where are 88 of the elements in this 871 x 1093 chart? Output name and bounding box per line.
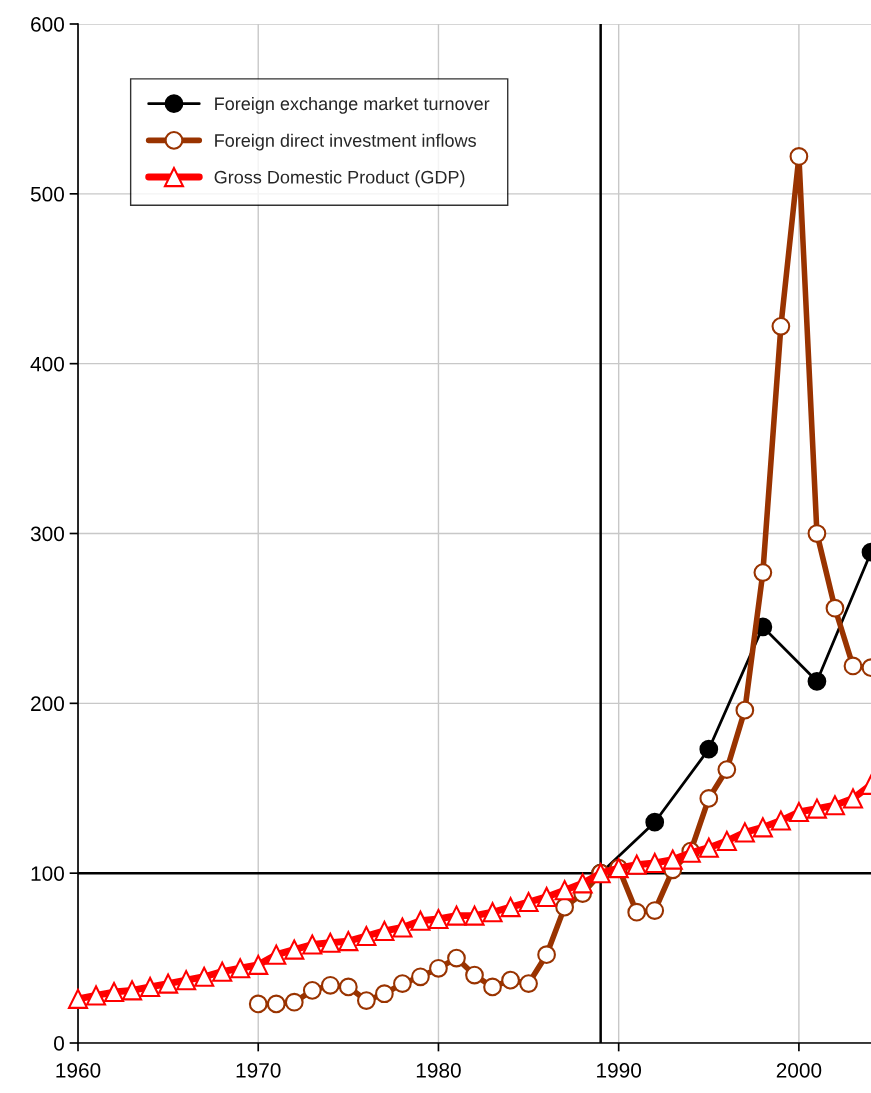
y-tick-label: 200 [31,696,64,712]
point [212,961,233,982]
point [626,854,647,875]
point [482,902,503,923]
point [807,671,827,691]
point [320,932,341,953]
point [554,880,575,901]
point [770,810,791,831]
x-tick-label: 2000 [776,1062,822,1078]
legend-label: Gross Domestic Product (GDP) [214,170,465,188]
point [248,954,269,975]
point [465,965,484,985]
point [302,980,322,1000]
point [320,975,340,995]
point [572,873,593,894]
point [627,902,647,922]
point [771,316,791,336]
point [356,991,376,1010]
point [699,739,719,759]
point [717,760,737,779]
point [338,931,359,952]
x-tick-label: 1990 [597,1062,642,1078]
point [248,994,268,1014]
point [140,976,161,998]
point [338,977,358,997]
point [537,945,556,965]
point [483,977,502,997]
point [825,598,845,618]
y-tick-label: 100 [31,866,64,881]
point [807,524,827,543]
y-tick-label: 500 [30,186,64,202]
point [428,908,449,930]
point [284,939,305,960]
x-tick-label: 1970 [236,1062,281,1078]
y-tick-label: 600 [31,17,64,32]
x-tick-label: 1960 [56,1062,101,1078]
point [662,849,683,870]
point [446,905,467,926]
y-tick-label: 300 [30,526,64,542]
point [356,925,377,947]
point [393,974,412,993]
point [158,973,179,994]
point [67,988,89,1009]
point [266,994,286,1014]
point [645,901,665,920]
point [374,920,395,941]
point [518,891,539,913]
y-tick-label: 400 [30,356,64,372]
point [716,830,737,851]
legend-label: Foreign direct investment inflows [215,133,476,151]
point [122,980,143,1001]
point [789,147,809,166]
point [85,985,107,1006]
point [644,852,665,874]
x-tick-label: 1980 [416,1062,461,1078]
point [429,958,448,978]
point [464,905,485,926]
point [753,563,773,582]
point [447,948,466,968]
point [500,897,521,918]
point [266,944,287,965]
point [103,981,125,1003]
point [375,984,394,1004]
point [752,817,773,838]
point [302,934,323,955]
point [734,822,755,843]
point [392,917,413,938]
point [284,992,304,1012]
point [699,789,719,808]
point [698,837,719,858]
point [501,970,520,990]
point [788,801,809,823]
point [410,910,431,931]
point [411,967,430,987]
point [806,798,827,819]
point [194,966,215,987]
point [536,886,557,908]
point [519,974,538,993]
point [735,700,755,720]
point [230,958,251,979]
point [824,795,846,816]
point [555,897,574,917]
point [645,812,665,832]
legend-label: Foreign exchange market turnover [215,96,490,114]
y-tick-label: 0 [54,1036,64,1051]
point [843,656,863,676]
point [842,788,864,809]
point [176,970,197,991]
